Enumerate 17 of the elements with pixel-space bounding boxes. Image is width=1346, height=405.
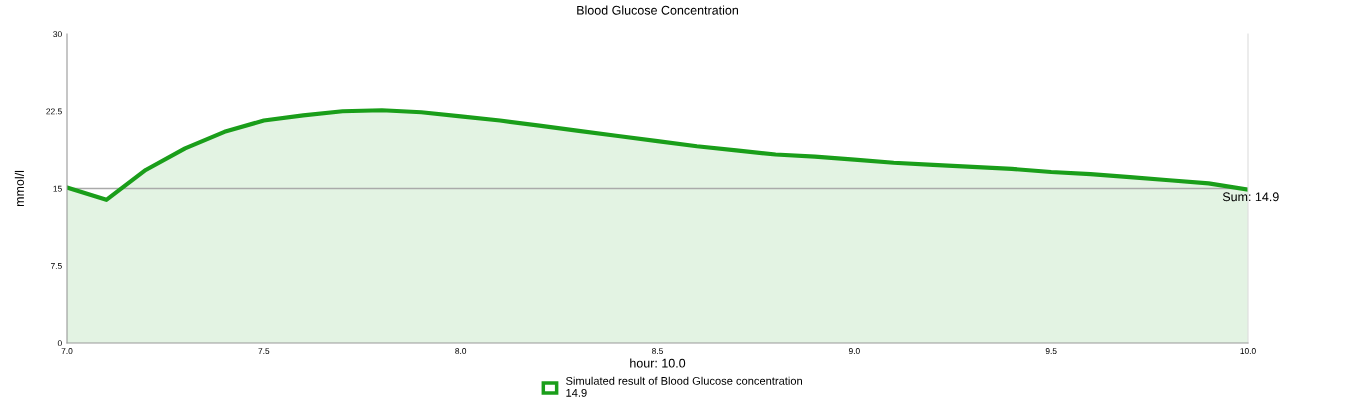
annotation: Sum: 14.9 (1222, 192, 1279, 202)
y-tick-label: 15 (53, 185, 62, 192)
y-tick-label: 22.5 (46, 108, 62, 115)
y-tick-label: 7.5 (50, 263, 62, 269)
y-tick-label: 30 (53, 31, 62, 38)
x-tick-label: 9.5 (1045, 348, 1057, 354)
x-tick-label: 10.0 (1240, 348, 1256, 354)
x-tick-label: 7.0 (61, 348, 73, 354)
chart-title: Blood Glucose Concentration (577, 5, 738, 15)
x-tick-label: 8.5 (652, 348, 663, 354)
y-tick-label: 0 (57, 340, 62, 347)
legend-label: Simulated result of Blood Glucose concentration 14.9 (566, 376, 802, 397)
y-axis-title: mmol/l (14, 170, 25, 207)
x-tick-label: 7.5 (258, 348, 270, 354)
x-tick-label: 8.0 (455, 348, 467, 354)
x-axis-title: hour: 10.0 (630, 358, 686, 368)
x-tick-label: 9.0 (848, 348, 860, 354)
